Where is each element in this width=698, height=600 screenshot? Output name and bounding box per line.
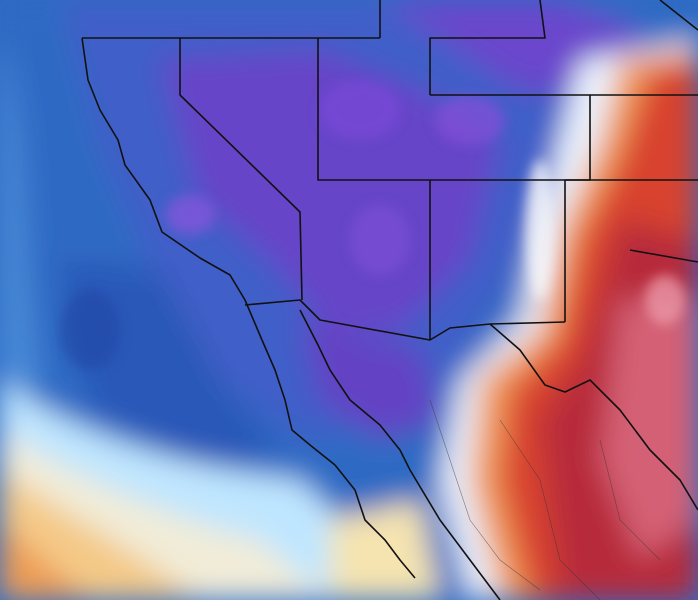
borders	[81, 0, 698, 600]
temperature-detail	[60, 80, 685, 370]
